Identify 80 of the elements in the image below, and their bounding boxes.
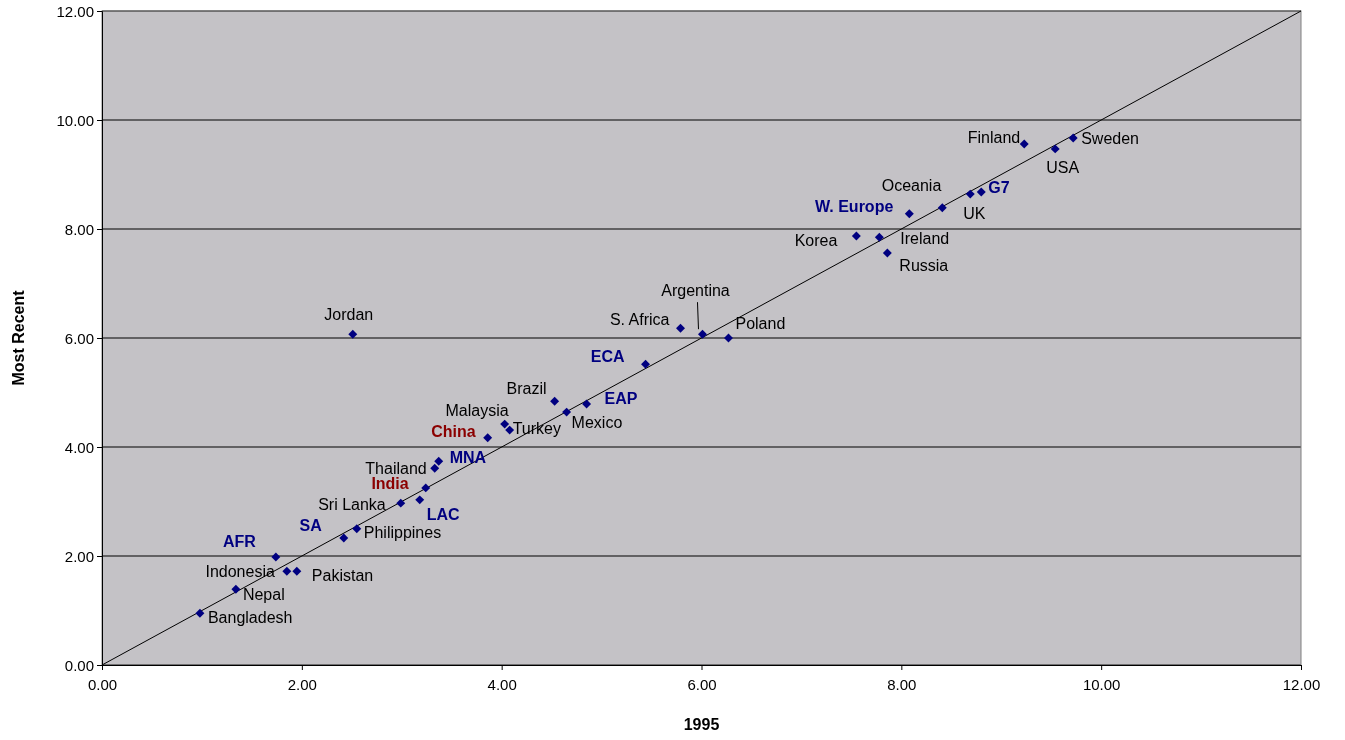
y-tick-label: 8.00 [64,220,94,238]
point [339,533,349,543]
point [483,433,493,443]
point [1019,139,1029,149]
annotation: Russia [899,256,949,274]
y-axis-title: Most Recent [10,289,27,386]
annotation: Korea [794,231,838,249]
point [434,456,444,466]
point [231,584,241,594]
annotation: Brazil [506,379,547,397]
x-tick-label: 10.00 [1082,675,1121,693]
annotation: W. Europe [815,198,894,216]
point [292,566,302,576]
point [282,566,292,576]
x-tick-label: 2.00 [287,675,317,693]
point [976,187,986,197]
annotation: China [431,423,476,441]
annotation: Thailand [365,459,427,477]
y-tick-label: 10.00 [56,111,94,129]
y-tick-label: 12.00 [56,2,94,20]
annotation: ECA [590,347,625,365]
point [562,407,572,417]
point [904,209,914,219]
x-tick-label: 6.00 [687,675,717,693]
annotation: S. Africa [609,310,670,328]
annotation: MNA [449,448,487,466]
point [724,333,733,343]
annotation: Jordan [324,305,374,323]
x-axis-title: 1995 [683,716,720,733]
point [641,359,651,369]
point [421,483,431,493]
point [352,524,362,534]
annotation: EAP [604,389,638,407]
point [1068,133,1078,143]
annotation: Oceania [881,177,942,195]
point [937,203,947,213]
point [500,419,510,429]
annotation: Finland [967,128,1021,146]
x-tick-label: 8.00 [887,675,917,693]
annotation: Ireland [900,229,950,247]
annotation: Indonesia [205,562,275,580]
point [698,329,707,339]
annotation: SA [299,516,323,534]
point [676,323,685,333]
point [965,189,975,199]
y-tick-label: 0.00 [64,656,94,674]
y-tick-label: 4.00 [64,438,94,456]
annotation: Malaysia [445,401,509,419]
annotation: UK [963,204,986,222]
point [271,552,281,562]
annotation: Philippines [363,524,442,542]
point [348,329,358,339]
point [882,248,892,258]
point [1050,144,1060,154]
x-tick-label: 0.00 [87,675,118,693]
annotation: Poland [735,314,786,332]
annotation: India [371,475,409,493]
annotation: Pakistan [311,566,374,584]
point [396,498,406,508]
point [874,232,884,242]
annotation: G7 [988,178,1010,196]
annotation: Sweden [1081,129,1140,147]
point [195,608,205,618]
point [430,463,440,473]
annotation: Mexico [571,413,623,431]
annotation: AFR [222,532,257,550]
point [550,396,560,406]
annotation: Sri Lanka [318,495,386,513]
annotation: Argentina [661,281,730,299]
y-tick-label: 6.00 [64,329,94,347]
point [415,495,425,505]
point [582,399,592,409]
x-tick-label: 4.00 [487,675,517,693]
y-tick-label: 2.00 [64,547,94,565]
point [851,231,861,241]
annotation: Bangladesh [207,608,293,626]
annotation: USA [1046,159,1080,177]
annotation: Nepal [242,585,285,603]
annotation: LAC [426,506,461,524]
x-tick-label: 12.00 [1282,675,1321,693]
